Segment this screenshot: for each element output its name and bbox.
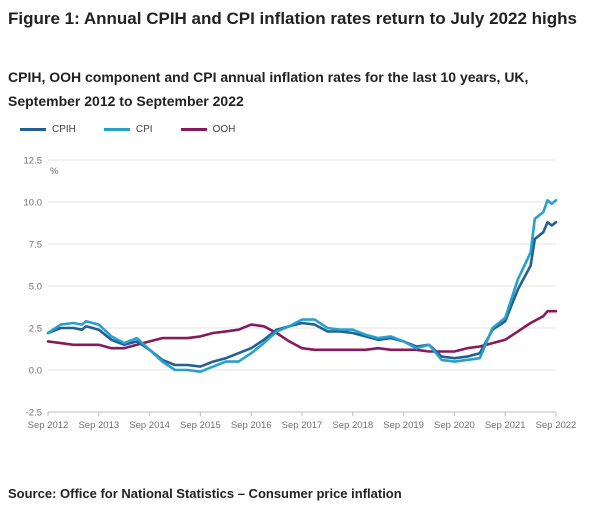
x-tick-label: Sep 2017: [282, 420, 323, 431]
legend-item-cpih: CPIH: [20, 124, 76, 135]
x-tick-label: Sep 2022: [536, 420, 577, 431]
y-axis-unit-label: %: [50, 166, 59, 177]
x-tick-label: Sep 2014: [129, 420, 170, 431]
x-tick-label: Sep 2021: [485, 420, 526, 431]
series-line-ooh: [46, 309, 558, 353]
legend-label-cpi: CPI: [135, 124, 153, 135]
y-tick-label: 5.0: [29, 282, 42, 293]
legend-swatch-cpi: [103, 128, 130, 131]
x-tick-label: Sep 2016: [231, 420, 272, 431]
legend-label-ooh: OOH: [212, 124, 236, 135]
x-tick-label: Sep 2018: [332, 420, 373, 431]
legend-swatch-cpih: [20, 128, 46, 131]
line-chart: -2.5 0.0 2.5 5.0 7.5 10.0 12.5% Sep 2012 Sep 201…: [24, 156, 577, 432]
x-tick-label: Sep 2015: [180, 420, 221, 431]
series-line-cpi: [46, 199, 558, 373]
y-tick-label: 12.5: [24, 156, 43, 167]
legend-swatch-ooh: [180, 128, 207, 131]
legend-item-cpi: CPI: [103, 124, 153, 135]
chart-subtitle: CPIH, OOH component and CPI annual infla…: [8, 69, 529, 109]
x-tick-label: Sep 2020: [434, 420, 475, 431]
x-tick-label: Sep 2013: [78, 420, 119, 431]
y-tick-label: 10.0: [24, 198, 43, 209]
legend-item-ooh: OOH: [180, 124, 236, 135]
x-tick-label: Sep 2012: [28, 420, 69, 431]
y-tick-label: -2.5: [26, 408, 42, 419]
legend-label-cpih: CPIH: [52, 124, 76, 135]
series-line-cpih: [46, 220, 558, 368]
y-tick-label: 2.5: [29, 324, 42, 335]
y-tick-label: 0.0: [29, 366, 42, 377]
chart-legend: CPIH CPI OOH: [20, 124, 263, 135]
y-tick-label: 7.5: [29, 240, 42, 251]
source-note: Source: Office for National Statistics –…: [8, 486, 402, 501]
chart-title: Figure 1: Annual CPIH and CPI inflation …: [8, 9, 577, 28]
x-tick-label: Sep 2019: [383, 420, 424, 431]
